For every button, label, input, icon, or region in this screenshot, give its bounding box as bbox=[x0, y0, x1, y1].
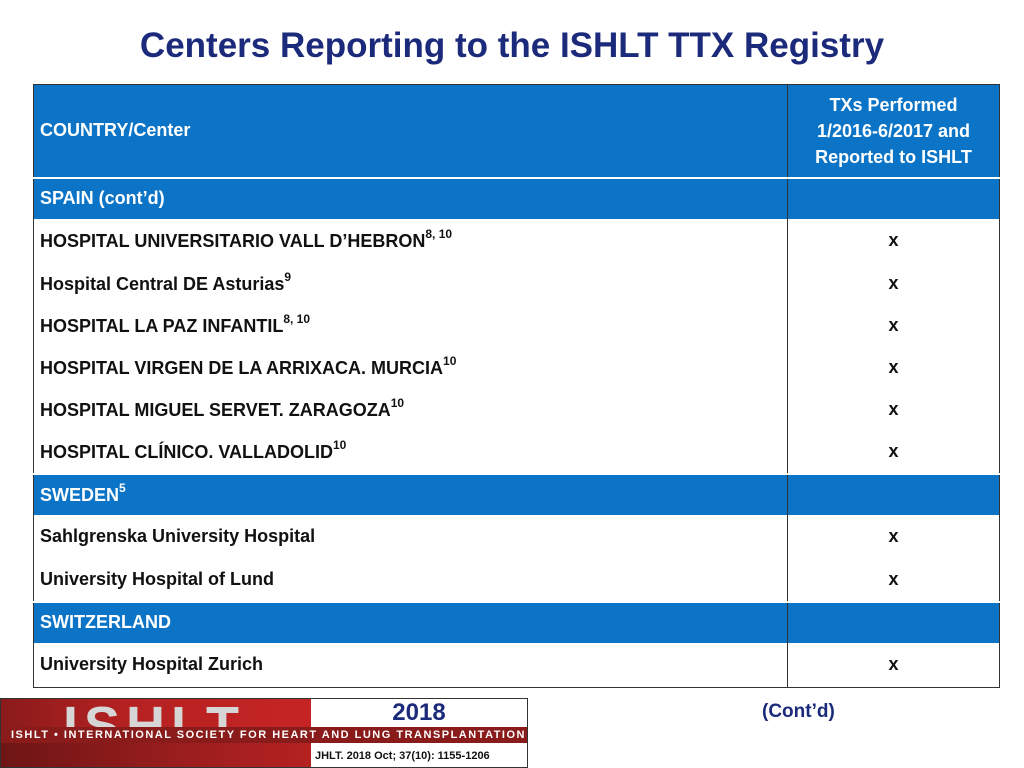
country-name: SWITZERLAND bbox=[33, 601, 788, 643]
society-banner: ISHLT • INTERNATIONAL SOCIETY FOR HEART … bbox=[1, 727, 527, 743]
header-country-center: COUNTRY/Center bbox=[33, 84, 788, 178]
center-row: HOSPITAL UNIVERSITARIO VALL D’HEBRON8, 1… bbox=[33, 219, 1000, 263]
footnote-ref: 10 bbox=[443, 354, 457, 369]
footnote-ref: 8, 10 bbox=[283, 312, 311, 327]
footnote-ref: 5 bbox=[119, 481, 126, 496]
center-name: HOSPITAL MIGUEL SERVET. ZARAGOZA bbox=[40, 400, 391, 421]
footnote-ref: 9 bbox=[284, 270, 292, 285]
tx-reported-mark: x bbox=[787, 219, 1000, 263]
logo-lower-band bbox=[1, 743, 311, 767]
country-label: SWEDEN bbox=[40, 485, 120, 506]
center-name: HOSPITAL VIRGEN DE LA ARRIXACA. MURCIA bbox=[40, 358, 444, 379]
center-row: University Hospital of Lund x bbox=[33, 559, 1000, 602]
footnote-ref: 10 bbox=[390, 396, 405, 411]
center-name: University Hospital of Lund bbox=[40, 569, 275, 590]
country-section-row: SWEDEN5 bbox=[33, 473, 1000, 515]
center-name-cell: Hospital Central DE Asturias9 bbox=[33, 263, 788, 305]
center-row: Sahlgrenska University Hospital x bbox=[33, 515, 1000, 559]
center-row: HOSPITAL LA PAZ INFANTIL8, 10 x bbox=[33, 305, 1000, 347]
page-title: Centers Reporting to the ISHLT TTX Regis… bbox=[139, 26, 885, 65]
center-name: University Hospital Zurich bbox=[40, 654, 264, 675]
center-name: HOSPITAL UNIVERSITARIO VALL D’HEBRON bbox=[40, 231, 426, 252]
center-row: University Hospital Zurich x bbox=[33, 643, 1000, 688]
tx-reported-mark: x bbox=[787, 305, 1000, 347]
center-name-cell: HOSPITAL VIRGEN DE LA ARRIXACA. MURCIA10 bbox=[33, 347, 788, 389]
tx-reported-mark: x bbox=[787, 263, 1000, 305]
country-section-row: SWITZERLAND bbox=[33, 601, 1000, 643]
country-mark-cell bbox=[787, 473, 1000, 515]
center-row: HOSPITAL CLÍNICO. VALLADOLID10 x bbox=[33, 431, 1000, 474]
tx-reported-mark: x bbox=[787, 431, 1000, 474]
center-name-cell: University Hospital Zurich bbox=[33, 643, 788, 688]
center-name-cell: Sahlgrenska University Hospital bbox=[33, 515, 788, 559]
country-name: SPAIN (cont’d) bbox=[33, 177, 788, 219]
tx-reported-mark: x bbox=[787, 515, 1000, 559]
header-line: TXs Performed bbox=[829, 95, 958, 115]
continued-label: (Cont’d) bbox=[762, 701, 835, 722]
center-name: Sahlgrenska University Hospital bbox=[40, 526, 316, 547]
country-section-row: SPAIN (cont’d) bbox=[33, 177, 1000, 219]
tx-reported-mark: x bbox=[787, 643, 1000, 688]
country-label: SPAIN (cont’d) bbox=[40, 188, 165, 209]
header-line: Reported to ISHLT bbox=[815, 147, 972, 167]
footnote-ref: 8, 10 bbox=[425, 227, 453, 242]
tx-reported-mark: x bbox=[787, 559, 1000, 602]
center-row: HOSPITAL MIGUEL SERVET. ZARAGOZA10 x bbox=[33, 389, 1000, 431]
country-label: SWITZERLAND bbox=[40, 612, 171, 633]
center-name-cell: University Hospital of Lund bbox=[33, 559, 788, 602]
tx-reported-mark: x bbox=[787, 389, 1000, 431]
center-name-cell: HOSPITAL MIGUEL SERVET. ZARAGOZA10 bbox=[33, 389, 788, 431]
country-mark-cell bbox=[787, 177, 1000, 219]
center-name: Hospital Central DE Asturias bbox=[40, 274, 285, 295]
ishlt-footer: ISHLT 2018 ISHLT • INTERNATIONAL SOCIETY… bbox=[0, 698, 528, 768]
center-row: Hospital Central DE Asturias9 x bbox=[33, 263, 1000, 305]
center-name-cell: HOSPITAL CLÍNICO. VALLADOLID10 bbox=[33, 431, 788, 474]
tx-reported-mark: x bbox=[787, 347, 1000, 389]
footer-year: 2018 bbox=[392, 699, 446, 726]
center-name: HOSPITAL LA PAZ INFANTIL bbox=[40, 316, 284, 337]
country-mark-cell bbox=[787, 601, 1000, 643]
country-name: SWEDEN5 bbox=[33, 473, 788, 515]
center-row: HOSPITAL VIRGEN DE LA ARRIXACA. MURCIA10… bbox=[33, 347, 1000, 389]
footnote-ref: 10 bbox=[333, 438, 347, 453]
center-name-cell: HOSPITAL LA PAZ INFANTIL8, 10 bbox=[33, 305, 788, 347]
header-txs-performed: TXs Performed 1/2016-6/2017 and Reported… bbox=[787, 84, 1000, 178]
table-header-row: COUNTRY/Center TXs Performed 1/2016-6/20… bbox=[33, 84, 1000, 178]
center-name-cell: HOSPITAL UNIVERSITARIO VALL D’HEBRON8, 1… bbox=[33, 219, 788, 263]
journal-citation: JHLT. 2018 Oct; 37(10): 1155-1206 bbox=[315, 750, 490, 762]
center-name: HOSPITAL CLÍNICO. VALLADOLID bbox=[40, 442, 333, 463]
centers-table: COUNTRY/Center TXs Performed 1/2016-6/20… bbox=[33, 84, 1000, 688]
header-line: 1/2016-6/2017 and bbox=[816, 121, 971, 141]
